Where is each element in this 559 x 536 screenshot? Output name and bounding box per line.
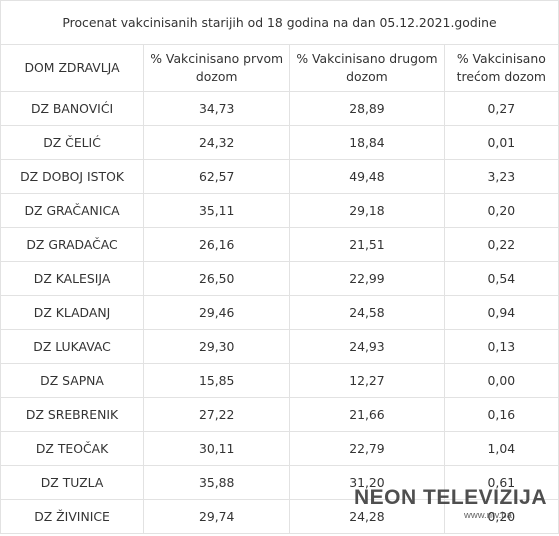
- first-dose-cell: 30,11: [143, 431, 291, 466]
- third-dose-cell: 3,23: [443, 159, 559, 194]
- first-dose-cell: 35,88: [143, 465, 291, 500]
- first-dose-cell: 29,74: [143, 499, 291, 534]
- health-center-cell: DZ KALESIJA: [0, 261, 145, 296]
- third-dose-cell: 0,61: [443, 465, 559, 500]
- table-row: DZ KLADANJ 29,46 24,58 0,94: [0, 295, 559, 330]
- health-center-cell: DZ TEOČAK: [0, 431, 145, 466]
- first-dose-cell: 26,16: [143, 227, 291, 262]
- caption-row: Procenat vakcinisanih starijih od 18 god…: [0, 0, 559, 45]
- second-dose-cell: 22,79: [289, 431, 445, 466]
- health-center-cell: DZ KLADANJ: [0, 295, 145, 330]
- first-dose-cell: 62,57: [143, 159, 291, 194]
- header-first-dose: % Vakcinisano prvom dozom: [143, 44, 291, 92]
- first-dose-cell: 29,30: [143, 329, 291, 364]
- second-dose-cell: 12,27: [289, 363, 445, 398]
- third-dose-cell: 0,94: [443, 295, 559, 330]
- health-center-cell: DZ ŽIVINICE: [0, 499, 145, 534]
- first-dose-cell: 29,46: [143, 295, 291, 330]
- third-dose-cell: 0,16: [443, 397, 559, 432]
- health-center-cell: DZ DOBOJ ISTOK: [0, 159, 145, 194]
- second-dose-cell: 31,20: [289, 465, 445, 500]
- second-dose-cell: 22,99: [289, 261, 445, 296]
- first-dose-cell: 34,73: [143, 91, 291, 126]
- third-dose-cell: 0,27: [443, 91, 559, 126]
- second-dose-cell: 49,48: [289, 159, 445, 194]
- third-dose-cell: 0,20: [443, 193, 559, 228]
- health-center-cell: DZ ČELIĆ: [0, 125, 145, 160]
- table-row: DZ ČELIĆ 24,32 18,84 0,01: [0, 125, 559, 160]
- third-dose-cell: 0,54: [443, 261, 559, 296]
- first-dose-cell: 27,22: [143, 397, 291, 432]
- table-row: DZ TUZLA 35,88 31,20 0,61: [0, 465, 559, 500]
- third-dose-cell: 0,00: [443, 363, 559, 398]
- first-dose-cell: 24,32: [143, 125, 291, 160]
- table-caption: Procenat vakcinisanih starijih od 18 god…: [0, 0, 559, 45]
- health-center-cell: DZ LUKAVAC: [0, 329, 145, 364]
- header-third-dose: % Vakcinisano trećom dozom: [443, 44, 559, 92]
- third-dose-cell: 0,01: [443, 125, 559, 160]
- second-dose-cell: 28,89: [289, 91, 445, 126]
- second-dose-cell: 24,58: [289, 295, 445, 330]
- table-row: DZ GRAČANICA 35,11 29,18 0,20: [0, 193, 559, 228]
- third-dose-cell: 0,20: [443, 499, 559, 534]
- second-dose-cell: 24,28: [289, 499, 445, 534]
- table-row: DZ KALESIJA 26,50 22,99 0,54: [0, 261, 559, 296]
- health-center-cell: DZ SAPNA: [0, 363, 145, 398]
- table-row: DZ GRADAČAC 26,16 21,51 0,22: [0, 227, 559, 262]
- header-row: DOM ZDRAVLJA % Vakcinisano prvom dozom %…: [0, 44, 559, 92]
- third-dose-cell: 0,13: [443, 329, 559, 364]
- third-dose-cell: 1,04: [443, 431, 559, 466]
- third-dose-cell: 0,22: [443, 227, 559, 262]
- health-center-cell: DZ SREBRENIK: [0, 397, 145, 432]
- health-center-cell: DZ GRADAČAC: [0, 227, 145, 262]
- header-health-center: DOM ZDRAVLJA: [0, 44, 145, 92]
- health-center-cell: DZ GRAČANICA: [0, 193, 145, 228]
- table-row: DZ TEOČAK 30,11 22,79 1,04: [0, 431, 559, 466]
- table-row: DZ ŽIVINICE 29,74 24,28 0,20: [0, 499, 559, 534]
- second-dose-cell: 18,84: [289, 125, 445, 160]
- table-row: DZ SAPNA 15,85 12,27 0,00: [0, 363, 559, 398]
- second-dose-cell: 21,51: [289, 227, 445, 262]
- health-center-cell: DZ BANOVIĆI: [0, 91, 145, 126]
- table-row: DZ LUKAVAC 29,30 24,93 0,13: [0, 329, 559, 364]
- second-dose-cell: 21,66: [289, 397, 445, 432]
- first-dose-cell: 35,11: [143, 193, 291, 228]
- second-dose-cell: 24,93: [289, 329, 445, 364]
- health-center-cell: DZ TUZLA: [0, 465, 145, 500]
- table-row: DZ SREBRENIK 27,22 21,66 0,16: [0, 397, 559, 432]
- first-dose-cell: 15,85: [143, 363, 291, 398]
- second-dose-cell: 29,18: [289, 193, 445, 228]
- header-second-dose: % Vakcinisano drugom dozom: [289, 44, 445, 92]
- first-dose-cell: 26,50: [143, 261, 291, 296]
- table-row: DZ DOBOJ ISTOK 62,57 49,48 3,23: [0, 159, 559, 194]
- table-row: DZ BANOVIĆI 34,73 28,89 0,27: [0, 91, 559, 126]
